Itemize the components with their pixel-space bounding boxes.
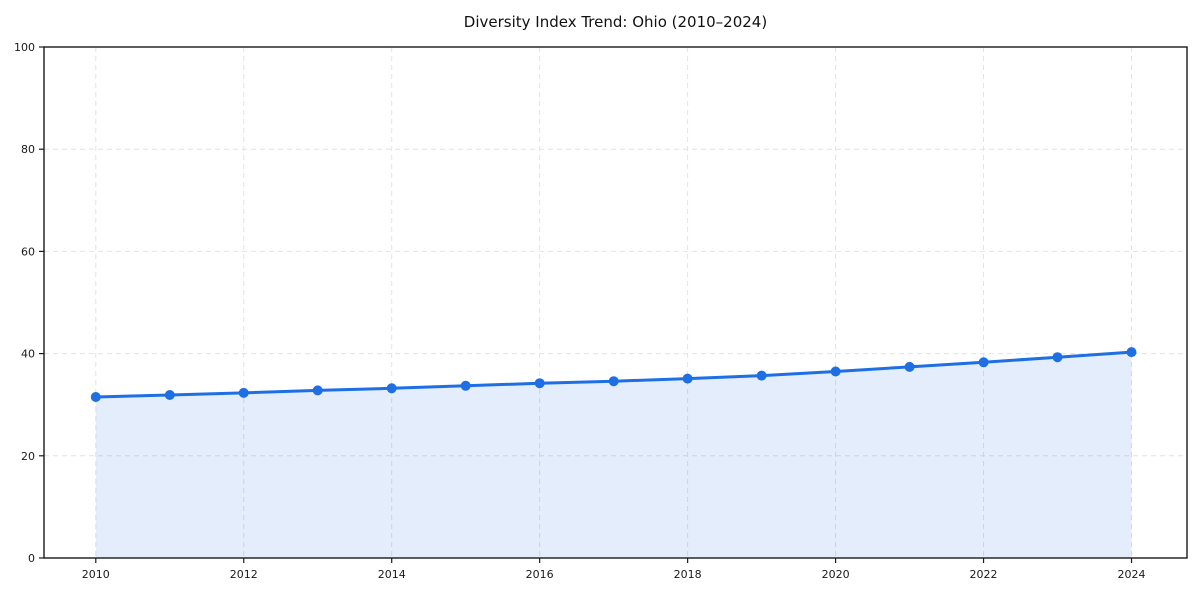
plot-spines <box>43 46 1188 559</box>
series-area-fill <box>95 352 1132 558</box>
data-point-marker <box>460 380 471 391</box>
data-point-marker <box>978 357 989 368</box>
data-point-marker <box>534 378 545 389</box>
x-tick-label: 2012 <box>230 568 258 581</box>
x-tick-label: 2016 <box>526 568 554 581</box>
y-tick-label: 60 <box>21 245 35 258</box>
data-point-marker <box>90 392 101 402</box>
data-point-marker <box>164 390 175 400</box>
x-tick-label: 2020 <box>822 568 850 581</box>
x-tick-label: 2014 <box>378 568 406 581</box>
data-point-marker <box>682 373 693 384</box>
data-point-marker <box>608 376 619 387</box>
x-tick-label: 2024 <box>1118 568 1146 581</box>
y-tick-label: 40 <box>21 348 35 361</box>
y-tick-label: 80 <box>21 143 35 156</box>
data-point-marker <box>386 383 397 394</box>
data-point-marker <box>830 366 841 377</box>
x-tick-label: 2018 <box>674 568 702 581</box>
x-tick-label: 2022 <box>970 568 998 581</box>
chart-title: Diversity Index Trend: Ohio (2010–2024) <box>463 13 768 31</box>
data-point-marker <box>904 361 915 372</box>
y-tick-label: 100 <box>14 41 35 54</box>
data-point-marker <box>312 385 323 396</box>
data-point-marker <box>756 370 767 381</box>
y-tick-label: 0 <box>28 552 35 565</box>
x-tick-label: 2010 <box>82 568 110 581</box>
data-point-marker <box>1052 352 1063 363</box>
data-point-marker <box>1126 347 1137 358</box>
data-point-marker <box>238 387 249 398</box>
y-tick-label: 20 <box>21 450 35 463</box>
